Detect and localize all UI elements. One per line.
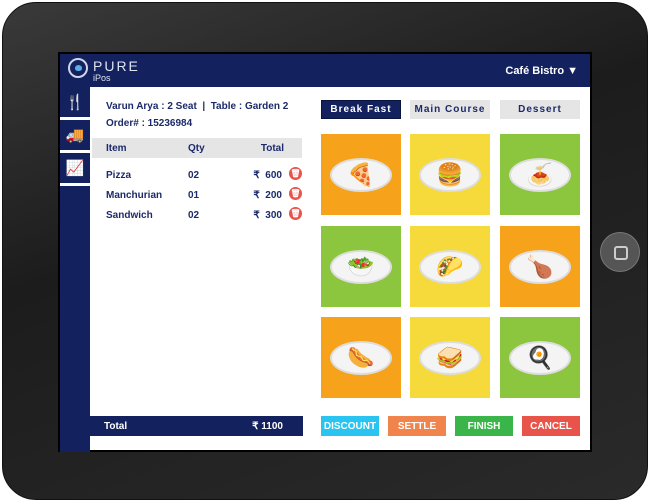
sandwich-image: 🥪 [419, 340, 481, 375]
order-info: Varun Arya : 2 Seat | Table : Garden 2 O… [106, 98, 288, 132]
hotdog-image: 🌭 [330, 340, 392, 375]
menu-item-pizza[interactable]: 🍕 [321, 134, 401, 215]
roast-chicken-image: 🍗 [509, 249, 571, 284]
trash-icon[interactable]: 🗑 [289, 167, 302, 180]
eggs-fries-image: 🍳 [509, 340, 571, 375]
logo-icon [68, 58, 88, 78]
menu-item-taco[interactable]: 🌮 [410, 226, 490, 307]
tab-break-fast[interactable]: Break Fast [321, 100, 401, 119]
table-row: Sandwich 02 ₹ 300 🗑 [92, 205, 302, 223]
order-number: Order# : 15236984 [106, 118, 193, 129]
table-header: Item Qty Total [92, 138, 302, 158]
col-qty: Qty [188, 143, 205, 154]
item-qty: 02 [188, 210, 200, 221]
tab-main-course[interactable]: Main Course [410, 100, 490, 119]
home-button[interactable] [600, 232, 640, 272]
table-row: Pizza 02 ₹ 600 🗑 [92, 165, 302, 183]
total-label: Total [104, 421, 128, 432]
item-name: Sandwich [106, 210, 153, 221]
cancel-button[interactable]: CANCEL [522, 416, 580, 436]
total-bar: Total ₹ 1100 [90, 416, 303, 436]
table-row: Manchurian 01 ₹ 200 🗑 [92, 185, 302, 203]
sidebar: 🍴 🚚 📈 [60, 87, 90, 452]
sidebar-item-dine-in[interactable]: 🍴 [60, 87, 90, 120]
menu-item-sandwich[interactable]: 🥪 [410, 317, 490, 398]
total-value: ₹ 1100 [252, 421, 283, 432]
fork-knife-icon: 🍴 [65, 94, 85, 111]
trash-icon[interactable]: 🗑 [289, 207, 302, 220]
spaghetti-image: 🍝 [509, 157, 571, 192]
tab-dessert[interactable]: Dessert [500, 100, 580, 119]
menu-item-nachos-dip[interactable]: 🥗 [321, 226, 401, 307]
pos-screen: PURE iPos Café Bistro ▼ 🍴 🚚 📈 Varun Arya… [58, 52, 592, 452]
brand-sub: iPos [93, 73, 111, 83]
menu-item-roast-chicken[interactable]: 🍗 [500, 226, 580, 307]
truck-icon: 🚚 [65, 127, 85, 144]
col-item: Item [106, 143, 127, 154]
sidebar-item-reports[interactable]: 📈 [60, 153, 90, 186]
item-name: Manchurian [106, 190, 163, 201]
trash-icon[interactable]: 🗑 [289, 187, 302, 200]
burger-fries-image: 🍔 [419, 157, 481, 192]
menu-item-spaghetti[interactable]: 🍝 [500, 134, 580, 215]
square-icon [614, 246, 628, 260]
item-total: ₹ 600 [253, 170, 282, 181]
item-qty: 01 [188, 190, 200, 201]
nachos-dip-image: 🥗 [330, 249, 392, 284]
menu-item-hotdog[interactable]: 🌭 [321, 317, 401, 398]
item-total: ₹ 300 [253, 210, 282, 221]
customer-info: Varun Arya : 2 Seat | Table : Garden 2 [106, 101, 289, 112]
item-qty: 02 [188, 170, 200, 181]
sidebar-item-delivery[interactable]: 🚚 [60, 120, 90, 153]
item-total: ₹ 200 [253, 190, 282, 201]
col-total: Total [260, 143, 284, 154]
settle-button[interactable]: SETTLE [388, 416, 446, 436]
discount-button[interactable]: DISCOUNT [321, 416, 379, 436]
venue-dropdown[interactable]: Café Bistro ▼ [505, 65, 578, 77]
pizza-image: 🍕 [330, 157, 392, 192]
header: PURE iPos Café Bistro ▼ [60, 54, 590, 87]
menu-item-eggs-fries[interactable]: 🍳 [500, 317, 580, 398]
menu-item-burger-fries[interactable]: 🍔 [410, 134, 490, 215]
brand-name: PURE [93, 58, 140, 74]
taco-image: 🌮 [419, 249, 481, 284]
item-name: Pizza [106, 170, 132, 181]
finish-button[interactable]: FINISH [455, 416, 513, 436]
chart-icon: 📈 [65, 160, 85, 177]
